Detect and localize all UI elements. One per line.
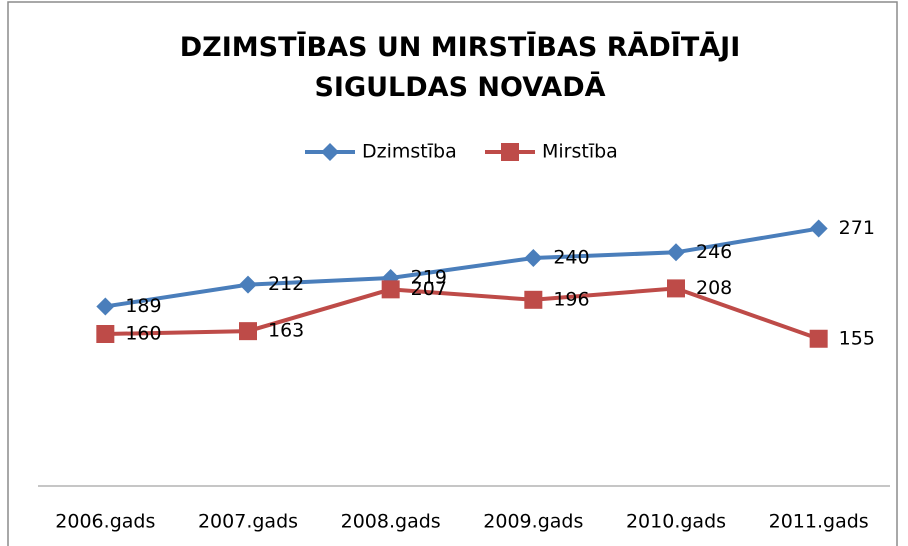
data-label: 219: [411, 266, 447, 288]
data-point: [239, 275, 257, 294]
data-label: 271: [839, 217, 875, 239]
x-tick-label: 2011.gads: [769, 511, 869, 533]
legend-label: Dzimstība: [362, 141, 457, 163]
data-label: 189: [125, 295, 161, 317]
x-tick-label: 2010.gads: [626, 511, 726, 533]
data-label: 160: [125, 323, 161, 345]
data-point: [96, 297, 115, 316]
data-label: 208: [696, 277, 732, 299]
x-tick-label: 2009.gads: [483, 511, 583, 533]
legend-marker: [321, 143, 339, 161]
data-label: 163: [268, 320, 304, 342]
data-label: 207: [411, 278, 447, 300]
chart-border: [7, 1, 898, 546]
data-label: 196: [553, 288, 589, 310]
data-point: [667, 243, 685, 262]
data-label: 246: [696, 241, 732, 263]
legend-label: Mirstība: [542, 141, 618, 163]
data-point: [809, 329, 828, 348]
data-point: [667, 279, 685, 298]
data-label: 212: [268, 273, 304, 295]
data-point: [239, 322, 257, 341]
data-point: [809, 219, 828, 238]
x-tick-label: 2006.gads: [55, 511, 155, 533]
data-point: [96, 325, 115, 343]
x-tick-label: 2008.gads: [341, 511, 441, 533]
data-point: [381, 280, 400, 299]
x-tick-label: 2007.gads: [198, 511, 298, 533]
data-label: 240: [553, 247, 589, 269]
chart-title: DZIMSTĪBAS UN MIRSTĪBAS RĀDĪTĀJI SIGULDA…: [179, 32, 741, 103]
legend-marker: [501, 143, 519, 161]
data-point: [524, 290, 543, 309]
line: [105, 226, 819, 309]
data-point: [524, 249, 543, 267]
data-label: 155: [839, 327, 875, 349]
line: [105, 286, 820, 341]
